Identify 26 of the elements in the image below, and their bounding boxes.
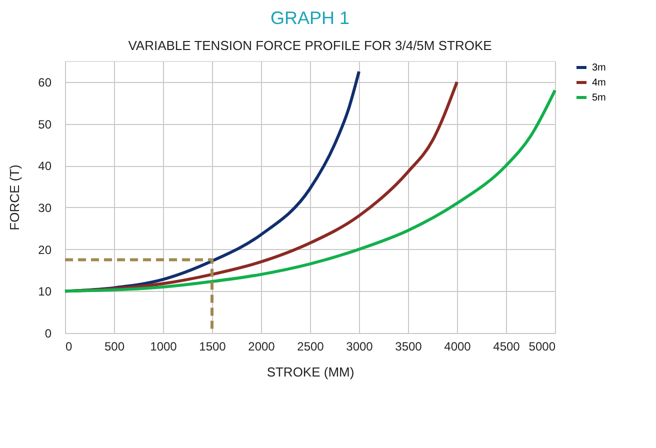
x-tick-label: 3000 (346, 340, 374, 354)
chart-subtitle: VARIABLE TENSION FORCE PROFILE FOR 3/4/5M STROKE (128, 38, 492, 53)
legend-label: 3m (592, 62, 606, 74)
y-tick-label: 10 (38, 284, 52, 299)
x-tick-label: 2000 (248, 340, 276, 354)
y-tick-label: 60 (38, 75, 52, 90)
x-tick-label: 3500 (395, 340, 422, 354)
chart-title: GRAPH 1 (270, 8, 350, 28)
y-tick-label: 20 (38, 242, 52, 257)
x-axis-title: STROKE (MM) (266, 364, 354, 380)
x-tick-label: 2500 (297, 340, 324, 354)
y-tick-label: 0 (44, 326, 52, 340)
legend-label: 5m (592, 92, 606, 104)
y-tick-label: 30 (38, 200, 52, 215)
y-tick-label: 40 (38, 159, 52, 174)
y-axis-title: FORCE (T) (7, 164, 22, 230)
x-tick-label: 4500 (493, 340, 520, 354)
y-tick-label: 50 (38, 117, 52, 132)
line-series (64, 88, 556, 293)
legend-label: 4m (592, 78, 606, 88)
x-tick-label: 1000 (150, 340, 178, 354)
x-tick-label: 500 (104, 340, 125, 354)
x-tick-label: 1500 (199, 340, 226, 354)
x-tick-label: 4000 (444, 340, 472, 354)
x-tick-label: 5000 (528, 340, 556, 354)
x-tick-label: 0 (66, 340, 72, 354)
